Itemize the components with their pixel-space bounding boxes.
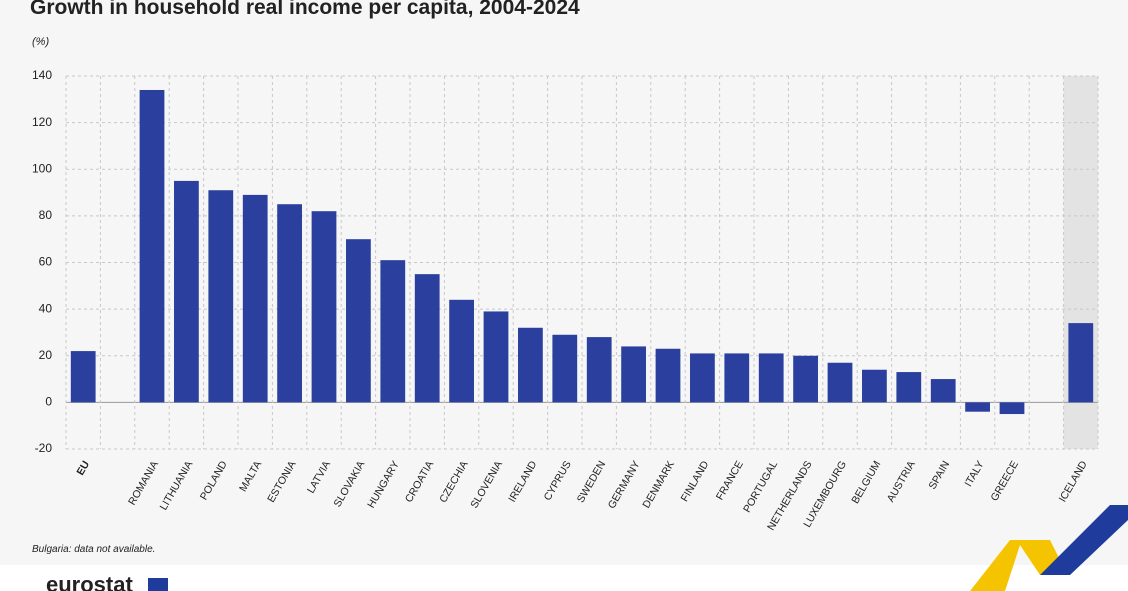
chart-title: Growth in household real income per capi… xyxy=(30,0,580,19)
bar xyxy=(449,299,474,403)
bar xyxy=(1068,323,1094,403)
bar xyxy=(414,274,440,403)
footnote: Bulgaria: data not available. xyxy=(32,544,155,555)
bar xyxy=(724,353,750,403)
decoration xyxy=(1040,505,1128,575)
bar xyxy=(862,369,887,403)
bar xyxy=(174,180,199,403)
y-tick-label: 100 xyxy=(32,161,52,175)
bar xyxy=(896,372,922,403)
y-tick-label: 0 xyxy=(45,395,52,409)
bar xyxy=(311,211,337,403)
bar xyxy=(242,194,268,403)
logo-flag xyxy=(148,578,168,591)
y-tick-label: 80 xyxy=(39,208,53,222)
bar xyxy=(518,327,543,403)
bar xyxy=(139,89,165,403)
y-tick-label: 60 xyxy=(39,255,53,269)
y-tick-label: 40 xyxy=(39,301,53,315)
bar xyxy=(552,334,578,403)
decoration xyxy=(970,540,1060,591)
bar xyxy=(621,346,646,403)
footer-band xyxy=(0,565,1128,591)
bar xyxy=(380,260,406,403)
bar xyxy=(483,311,509,403)
bar xyxy=(965,402,990,412)
bar xyxy=(586,337,612,403)
bar xyxy=(346,239,371,403)
bar xyxy=(690,353,715,403)
bar xyxy=(655,348,681,403)
bar xyxy=(999,402,1025,415)
bar xyxy=(930,379,956,403)
unit-label: (%) xyxy=(32,36,49,48)
bar xyxy=(70,351,96,403)
bar xyxy=(793,355,818,403)
y-tick-label: -20 xyxy=(35,441,53,455)
bar xyxy=(208,190,234,403)
bar xyxy=(827,362,853,403)
y-tick-label: 120 xyxy=(32,115,52,129)
y-tick-label: 140 xyxy=(32,68,52,82)
source-logo: eurostat xyxy=(46,572,133,591)
y-tick-label: 20 xyxy=(39,348,53,362)
bar xyxy=(277,204,302,403)
bar xyxy=(758,353,784,403)
